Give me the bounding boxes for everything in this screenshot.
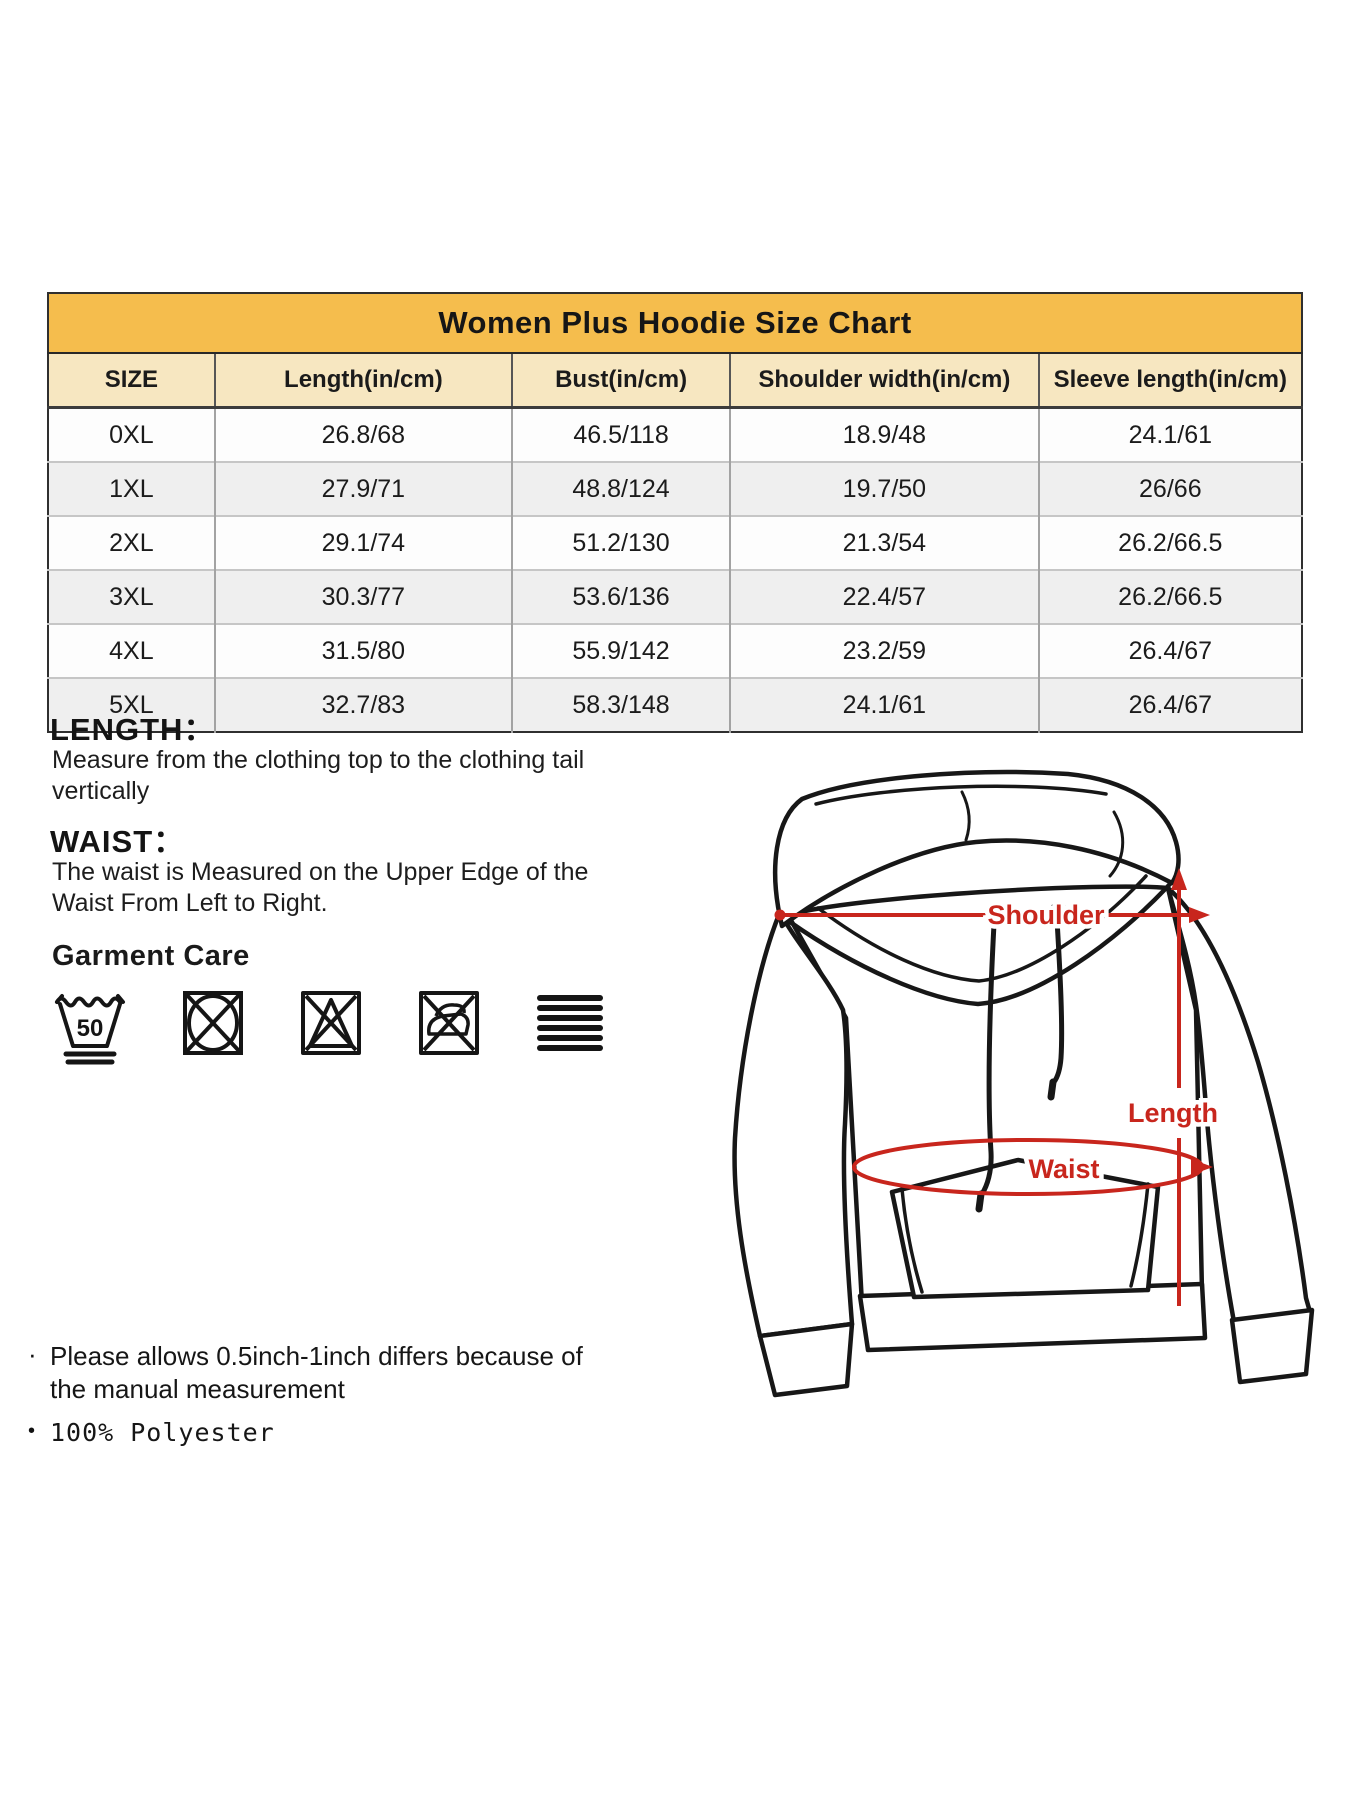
do-not-tumble-dry-icon [183, 991, 243, 1055]
shoulder-measure-label: Shoulder [987, 900, 1104, 930]
length-cell: 29.1/74 [213, 515, 512, 570]
waist-measure-label: Waist [1028, 1154, 1099, 1184]
bullet-icon: · [28, 1339, 37, 1369]
bust-cell: 55.9/142 [510, 623, 731, 678]
bullet-icon: • [28, 1420, 36, 1442]
length-heading: LENGTH： [50, 712, 216, 747]
table-row: 3XL 30.3/77 53.6/136 22.4/57 26.2/66.5 [48, 569, 1302, 624]
col-header-size: SIZE [48, 353, 215, 409]
length-measure-label: Length [1128, 1098, 1218, 1128]
material-note-text: 100% Polyester [50, 1418, 275, 1447]
bust-cell: 51.2/130 [510, 515, 731, 570]
col-header-length: Length(in/cm) [213, 353, 512, 409]
table-row: 4XL 31.5/80 55.9/142 23.2/59 26.4/67 [48, 623, 1302, 678]
length-cell: 31.5/80 [213, 623, 512, 678]
footnotes: · Please allows 0.5inch-1inch differs be… [28, 1340, 628, 1448]
shoulder-cell: 18.9/48 [729, 406, 1039, 462]
do-not-bleach-icon [301, 991, 361, 1055]
garment-care-heading: Garment Care [52, 940, 250, 972]
bust-cell: 48.8/124 [510, 461, 731, 516]
measurement-annotations [774, 868, 1213, 1306]
sleeve-cell: 26.4/67 [1037, 677, 1302, 732]
do-not-iron-icon [419, 991, 479, 1055]
table-header-row: SIZE Length(in/cm) Bust(in/cm) Shoulder … [48, 353, 1302, 409]
shoulder-cell: 22.4/57 [729, 569, 1039, 624]
measurement-note-text: Please allows 0.5inch-1inch differs beca… [50, 1341, 583, 1404]
table-title: Women Plus Hoodie Size Chart [48, 293, 1302, 354]
size-cell: 3XL [48, 569, 215, 624]
table-row: 5XL 32.7/83 58.3/148 24.1/61 26.4/67 [48, 677, 1302, 732]
table-title-row: Women Plus Hoodie Size Chart [48, 293, 1302, 354]
bust-cell: 53.6/136 [510, 569, 731, 624]
col-header-shoulder: Shoulder width(in/cm) [729, 353, 1039, 409]
waist-description: The waist is Measured on the Upper Edge … [52, 858, 589, 917]
length-cell: 27.9/71 [213, 461, 512, 516]
garment-care-icons: 50 [52, 988, 606, 1072]
length-cell: 30.3/77 [213, 569, 512, 624]
table-row: 1XL 27.9/71 48.8/124 19.7/50 26/66 [48, 461, 1302, 516]
shoulder-cell: 23.2/59 [729, 623, 1039, 678]
length-cell: 26.8/68 [213, 406, 512, 462]
bust-cell: 46.5/118 [510, 406, 731, 462]
wash-50-icon: 50 [55, 994, 125, 1065]
waist-heading: WAIST： [50, 824, 186, 859]
size-cell: 4XL [48, 623, 215, 678]
length-cell: 32.7/83 [213, 677, 512, 732]
shoulder-cell: 21.3/54 [729, 515, 1039, 570]
sleeve-cell: 26.2/66.5 [1037, 515, 1302, 570]
sleeve-cell: 26.4/67 [1037, 623, 1302, 678]
table-row: 0XL 26.8/68 46.5/118 18.9/48 24.1/61 [48, 406, 1302, 462]
size-cell: 2XL [48, 515, 215, 570]
size-cell: 1XL [48, 461, 215, 516]
size-chart-table: Women Plus Hoodie Size Chart SIZE Length… [47, 292, 1303, 733]
length-description: Measure from the clothing top to the clo… [52, 746, 585, 805]
size-cell: 5XL [48, 677, 215, 732]
hoodie-line-drawing: Shoulder Length Waist [732, 769, 1315, 1398]
table-row: 2XL 29.1/74 51.2/130 21.3/54 26.2/66.5 [48, 515, 1302, 570]
sleeve-cell: 24.1/61 [1037, 406, 1302, 462]
size-cell: 0XL [48, 406, 215, 462]
dry-flat-icon [537, 995, 603, 1051]
sleeve-cell: 26.2/66.5 [1037, 569, 1302, 624]
material-note: • 100% Polyester [28, 1417, 628, 1448]
wash-temp-label: 50 [77, 1015, 104, 1042]
measurement-note: · Please allows 0.5inch-1inch differs be… [28, 1340, 628, 1405]
col-header-sleeve: Sleeve length(in/cm) [1037, 353, 1302, 409]
shoulder-cell: 24.1/61 [729, 677, 1039, 732]
hoodie-measurement-diagram: Shoulder Length Waist [676, 700, 1336, 1415]
shoulder-cell: 19.7/50 [729, 461, 1039, 516]
col-header-bust: Bust(in/cm) [510, 353, 731, 409]
sleeve-cell: 26/66 [1037, 461, 1302, 516]
bust-cell: 58.3/148 [510, 677, 731, 732]
